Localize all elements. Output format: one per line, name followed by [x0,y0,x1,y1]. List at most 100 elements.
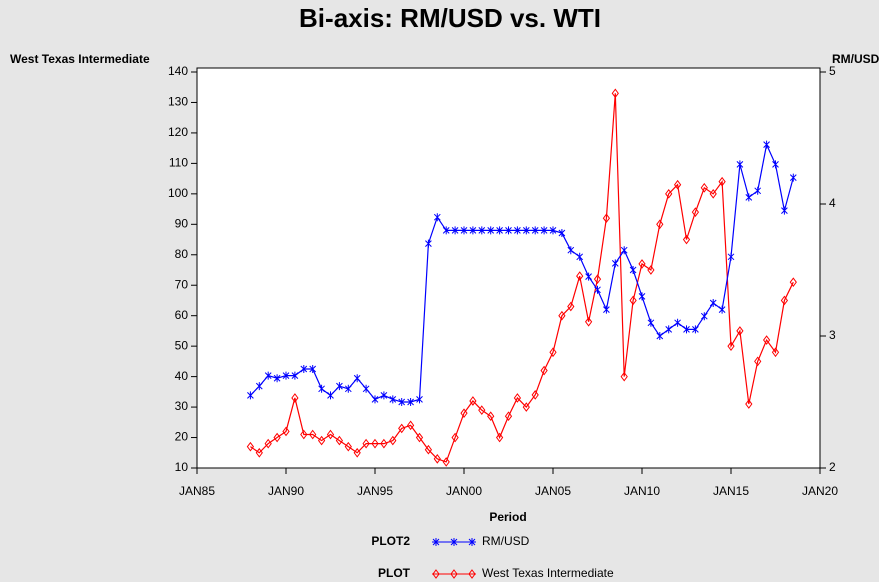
legend-title: PLOT2 [371,534,410,548]
legend-marker [468,538,476,546]
point [416,395,423,404]
plot-area [196,67,821,469]
point [300,365,308,373]
point [487,226,495,235]
point [593,274,602,284]
point [709,299,717,307]
point [424,444,433,455]
point [531,226,539,235]
x-tick-label: JAN20 [802,484,838,498]
point [718,176,726,187]
point [335,435,344,446]
x-tick-label: JAN15 [713,484,749,498]
x-axis-label: Period [489,510,526,524]
point [567,301,575,312]
y-tick-label: 50 [175,338,189,352]
point [727,252,735,261]
y-tick-label: 130 [168,95,188,109]
y-tick-label: 10 [175,460,189,474]
point [433,454,441,464]
point [754,186,762,195]
point [425,239,432,248]
point [620,371,628,382]
point [291,371,299,380]
point [513,393,522,403]
point [380,391,388,400]
point [522,226,530,235]
point [442,457,450,467]
point [273,432,281,443]
point [789,173,797,182]
point [611,259,619,268]
legend-marker [450,569,458,579]
point [389,435,397,446]
x-tick-label: JAN05 [535,484,571,498]
y2-tick-label: 2 [829,460,836,474]
x-tick-label: JAN85 [179,484,215,498]
y-tick-label: 20 [175,430,189,444]
chart-title: Bi-axis: RM/USD vs. WTI [299,3,601,33]
point [495,432,504,443]
point [683,325,690,334]
point [504,411,513,422]
point [656,332,664,340]
point [362,384,370,393]
point [442,226,450,235]
point [594,285,601,294]
point [353,447,361,458]
y-tick-label: 90 [175,216,189,230]
point [772,160,779,169]
point [602,213,611,224]
point [638,292,646,301]
point [406,420,415,431]
point [531,390,539,400]
y-axis-label: West Texas Intermediate [10,52,150,66]
legend-label: West Texas Intermediate [482,566,614,580]
point [282,371,290,380]
point [371,438,379,449]
point [692,325,699,334]
point [264,438,272,449]
point [380,438,388,449]
point [576,252,584,261]
point [478,405,486,415]
point [398,423,406,434]
point [682,234,691,245]
point [745,193,753,202]
point [469,226,477,235]
y2-axis-label: RM/USD [832,52,879,66]
point [647,318,655,327]
point [603,305,610,314]
legend-marker [432,569,440,579]
point [246,441,255,452]
point [576,271,584,281]
point [709,189,717,199]
point [736,326,744,336]
point [264,371,272,380]
y-tick-label: 140 [168,64,188,78]
y-tick-label: 30 [175,399,189,413]
point [584,316,593,327]
y-tick-label: 110 [169,156,188,170]
legend-marker [450,538,458,546]
point [700,312,708,321]
point [638,259,646,269]
point [460,226,468,235]
point [273,374,281,383]
point [469,396,477,406]
point [362,438,370,449]
y2-tick-label: 3 [829,328,836,342]
y-tick-label: 40 [175,369,189,383]
point [522,402,530,412]
point [460,408,468,419]
point [433,213,441,222]
point [371,395,379,404]
x-tick-label: JAN10 [624,484,660,498]
x-tick-label: JAN90 [268,484,304,498]
point [496,226,503,235]
legend-marker [432,538,440,546]
legend-title: PLOT [378,566,411,580]
point [754,356,762,367]
point [549,226,557,235]
